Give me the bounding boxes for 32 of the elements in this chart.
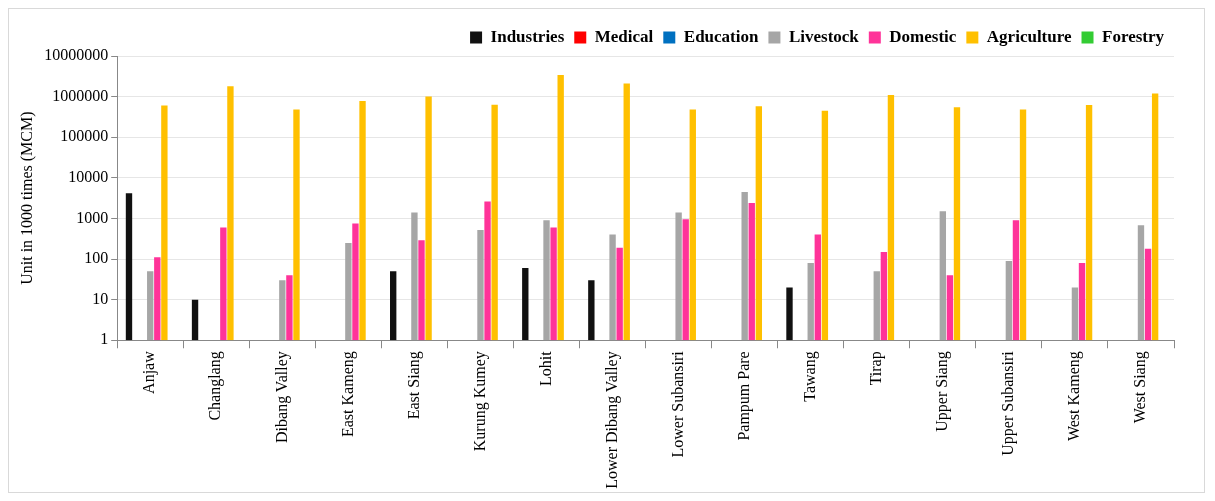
legend-label: Domestic [889,26,957,46]
x-tick-label: Tawang [800,351,819,402]
y-axis-title: Unit in 1000 times (MCM) [17,111,36,285]
x-tick-label: Anjaw [140,350,159,394]
y-tick-label: 1000 [76,208,109,226]
x-tick-label: Lohit [536,350,554,386]
x-tick-label: Changlang [206,351,225,421]
y-tick-label: 10000000 [44,46,109,64]
x-tick-label: Upper Siang [933,351,952,432]
y-tick-label: 10000 [68,168,109,186]
legend-label: Agriculture [986,26,1072,46]
x-tick-label: East Kameng [338,351,357,438]
x-tick-label: Upper Subansiri [999,350,1018,456]
x-tick-label: Dibang Valley [272,351,291,443]
y-tick-label: 1000000 [52,86,109,104]
y-tick-label: 1 [100,330,109,348]
x-tick-label: West Kameng [1065,351,1084,442]
legend-label: Livestock [788,26,860,46]
legend-label: Industries [490,26,565,46]
legend-label: Education [683,26,759,46]
y-tick-label: 100 [84,249,109,267]
x-tick-label: Lower Subansiri [668,350,686,458]
x-tick-label: West Siang [1131,351,1150,424]
legend-label: Medical [594,26,654,46]
x-tick-label: East Siang [404,351,423,420]
x-tick-label: Tirap [866,351,885,386]
x-tick-label: Pampum Pare [734,351,753,441]
y-tick-label: 100000 [60,127,109,145]
x-tick-label: Lower Dibang Valley [602,351,621,489]
x-tick-label: Kurung Kumey [470,351,489,452]
legend-label: Forestry [1102,26,1165,46]
y-tick-label: 10 [92,289,109,307]
